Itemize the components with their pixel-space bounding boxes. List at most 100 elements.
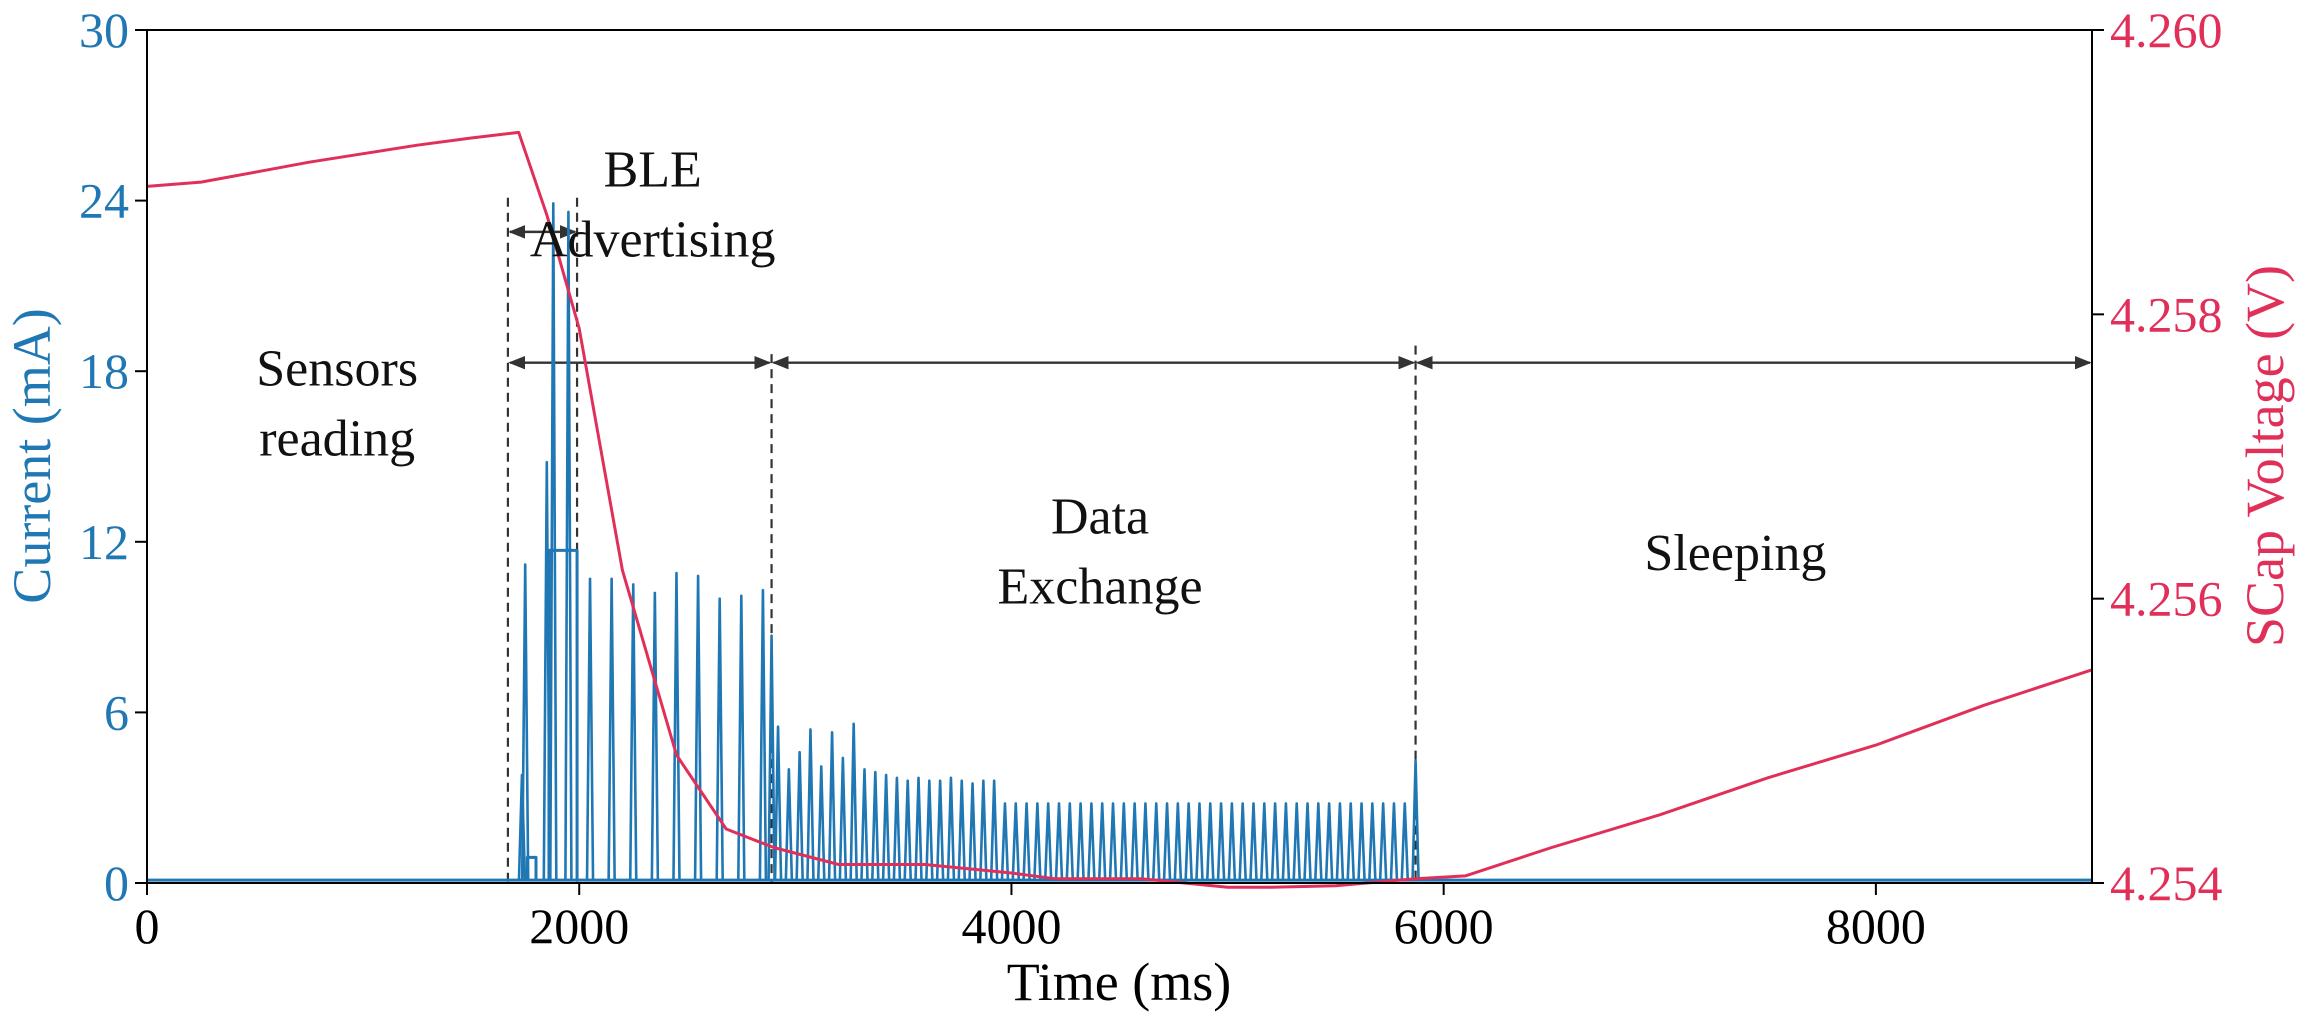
x-tick-label: 8000: [1826, 898, 1926, 954]
right-y-tick-label: 4.256: [2110, 571, 2223, 627]
phase-annotations: [506, 197, 2092, 883]
phase-label-line: reading: [259, 410, 415, 467]
current-spike: [1335, 802, 1345, 881]
current-spike: [968, 782, 977, 881]
current-spike: [520, 563, 530, 881]
right-y-tick-label: 4.254: [2110, 855, 2223, 911]
current-spike: [1033, 802, 1042, 881]
current-spike: [806, 728, 815, 881]
current-spike: [1292, 802, 1302, 881]
current-spike: [628, 583, 638, 881]
x-tick-label: 0: [135, 898, 160, 954]
left-y-tick-label: 6: [104, 684, 129, 740]
current-spike: [1389, 802, 1399, 881]
current-spike: [1065, 802, 1075, 881]
current-spike: [1108, 802, 1118, 881]
current-spike: [758, 588, 768, 881]
axes: [146, 29, 2093, 884]
phase-label: Sensors reading: [256, 340, 418, 467]
current-spike: [838, 756, 848, 881]
current-spike: [925, 779, 934, 881]
x-axis-label: Time (ms): [1007, 952, 1232, 1012]
x-tick-label: 2000: [529, 898, 629, 954]
current-spike: [548, 202, 558, 881]
current-spike: [1205, 802, 1215, 881]
phase-label: Data Exchange: [998, 488, 1203, 615]
current-spike: [1184, 802, 1193, 881]
current-spike: [784, 767, 794, 881]
current-spike: [650, 591, 660, 881]
current-spike: [1411, 759, 1420, 881]
phase-label-line: Data: [1051, 488, 1149, 545]
current-spike: [1151, 802, 1161, 881]
current-spike: [715, 597, 724, 881]
left-y-tick-label: 30: [79, 2, 129, 58]
current-spike: [1368, 802, 1377, 881]
current-spike: [1378, 802, 1388, 881]
current-spike: [957, 779, 967, 881]
current-spike: [767, 634, 776, 881]
current-spike: [1357, 802, 1366, 881]
current-spike: [816, 765, 826, 881]
right-y-axis-ticks: 4.254 4.256 4.258 4.260: [2092, 2, 2223, 911]
current-spike: [672, 571, 681, 881]
current-spike: [1314, 802, 1323, 881]
current-spike: [1097, 802, 1107, 881]
x-tick-label: 4000: [961, 898, 1061, 954]
current-spike: [1130, 802, 1139, 881]
left-y-axis-ticks: 0 6 12 18 24 30: [79, 2, 147, 911]
current-spike: [1281, 802, 1291, 881]
current-spike: [860, 767, 869, 881]
current-spike: [1227, 802, 1237, 881]
voltage-series: [146, 130, 2093, 889]
current-spike: [1216, 802, 1226, 881]
current-spike: [1162, 802, 1172, 881]
current-spike: [795, 750, 804, 881]
current-spike: [1346, 802, 1356, 881]
left-y-tick-label: 12: [79, 514, 129, 570]
phase-label-line: Sleeping: [1644, 525, 1826, 582]
right-y-tick-label: 4.258: [2110, 286, 2223, 342]
current-spike: [542, 460, 552, 881]
current-spike: [914, 776, 923, 881]
right-y-tick-label: 4.260: [2110, 2, 2223, 58]
plot-frame: [146, 29, 2093, 884]
current-spike: [1000, 802, 1010, 881]
current-pulse: [547, 548, 579, 881]
current-spike: [773, 725, 783, 881]
current-spike: [1303, 802, 1312, 881]
phase-label: Sleeping: [1644, 525, 1826, 582]
current-spike: [946, 776, 956, 881]
current-spike: [1076, 802, 1085, 881]
left-y-tick-label: 18: [79, 343, 129, 399]
current-spike: [1043, 802, 1053, 881]
left-y-tick-label: 24: [79, 173, 129, 229]
current-spike: [979, 779, 988, 881]
phase-label-line: BLE: [604, 141, 702, 198]
left-y-axis-label: Current (mA): [2, 308, 62, 603]
current-spike: [870, 770, 880, 881]
current-spike: [1141, 802, 1150, 881]
current-spike: [935, 779, 945, 881]
x-axis-ticks: 0 2000 4000 6000 8000: [135, 883, 1926, 954]
current-spike: [564, 210, 573, 881]
current-spike: [1259, 802, 1269, 881]
current-spike: [903, 779, 913, 881]
current-spike: [737, 594, 746, 881]
current-spike: [585, 577, 595, 881]
phase-label-line: Sensors: [256, 340, 418, 397]
current-spike: [1087, 802, 1096, 881]
current-spike: [1011, 802, 1021, 881]
current-spike: [1249, 802, 1258, 881]
phase-label: BLE Advertising: [530, 141, 776, 268]
current-spike: [892, 776, 902, 881]
phase-label-line: Advertising: [530, 211, 776, 268]
current-spike: [1238, 802, 1247, 881]
phase-labels: Sensors reading BLE Advertising Data Exchange…: [256, 141, 1826, 615]
current-spike: [1022, 802, 1031, 881]
current-spike: [607, 577, 616, 881]
left-y-tick-label: 0: [104, 855, 129, 911]
current-spike: [1400, 802, 1410, 881]
phase-label-line: Exchange: [998, 558, 1203, 615]
